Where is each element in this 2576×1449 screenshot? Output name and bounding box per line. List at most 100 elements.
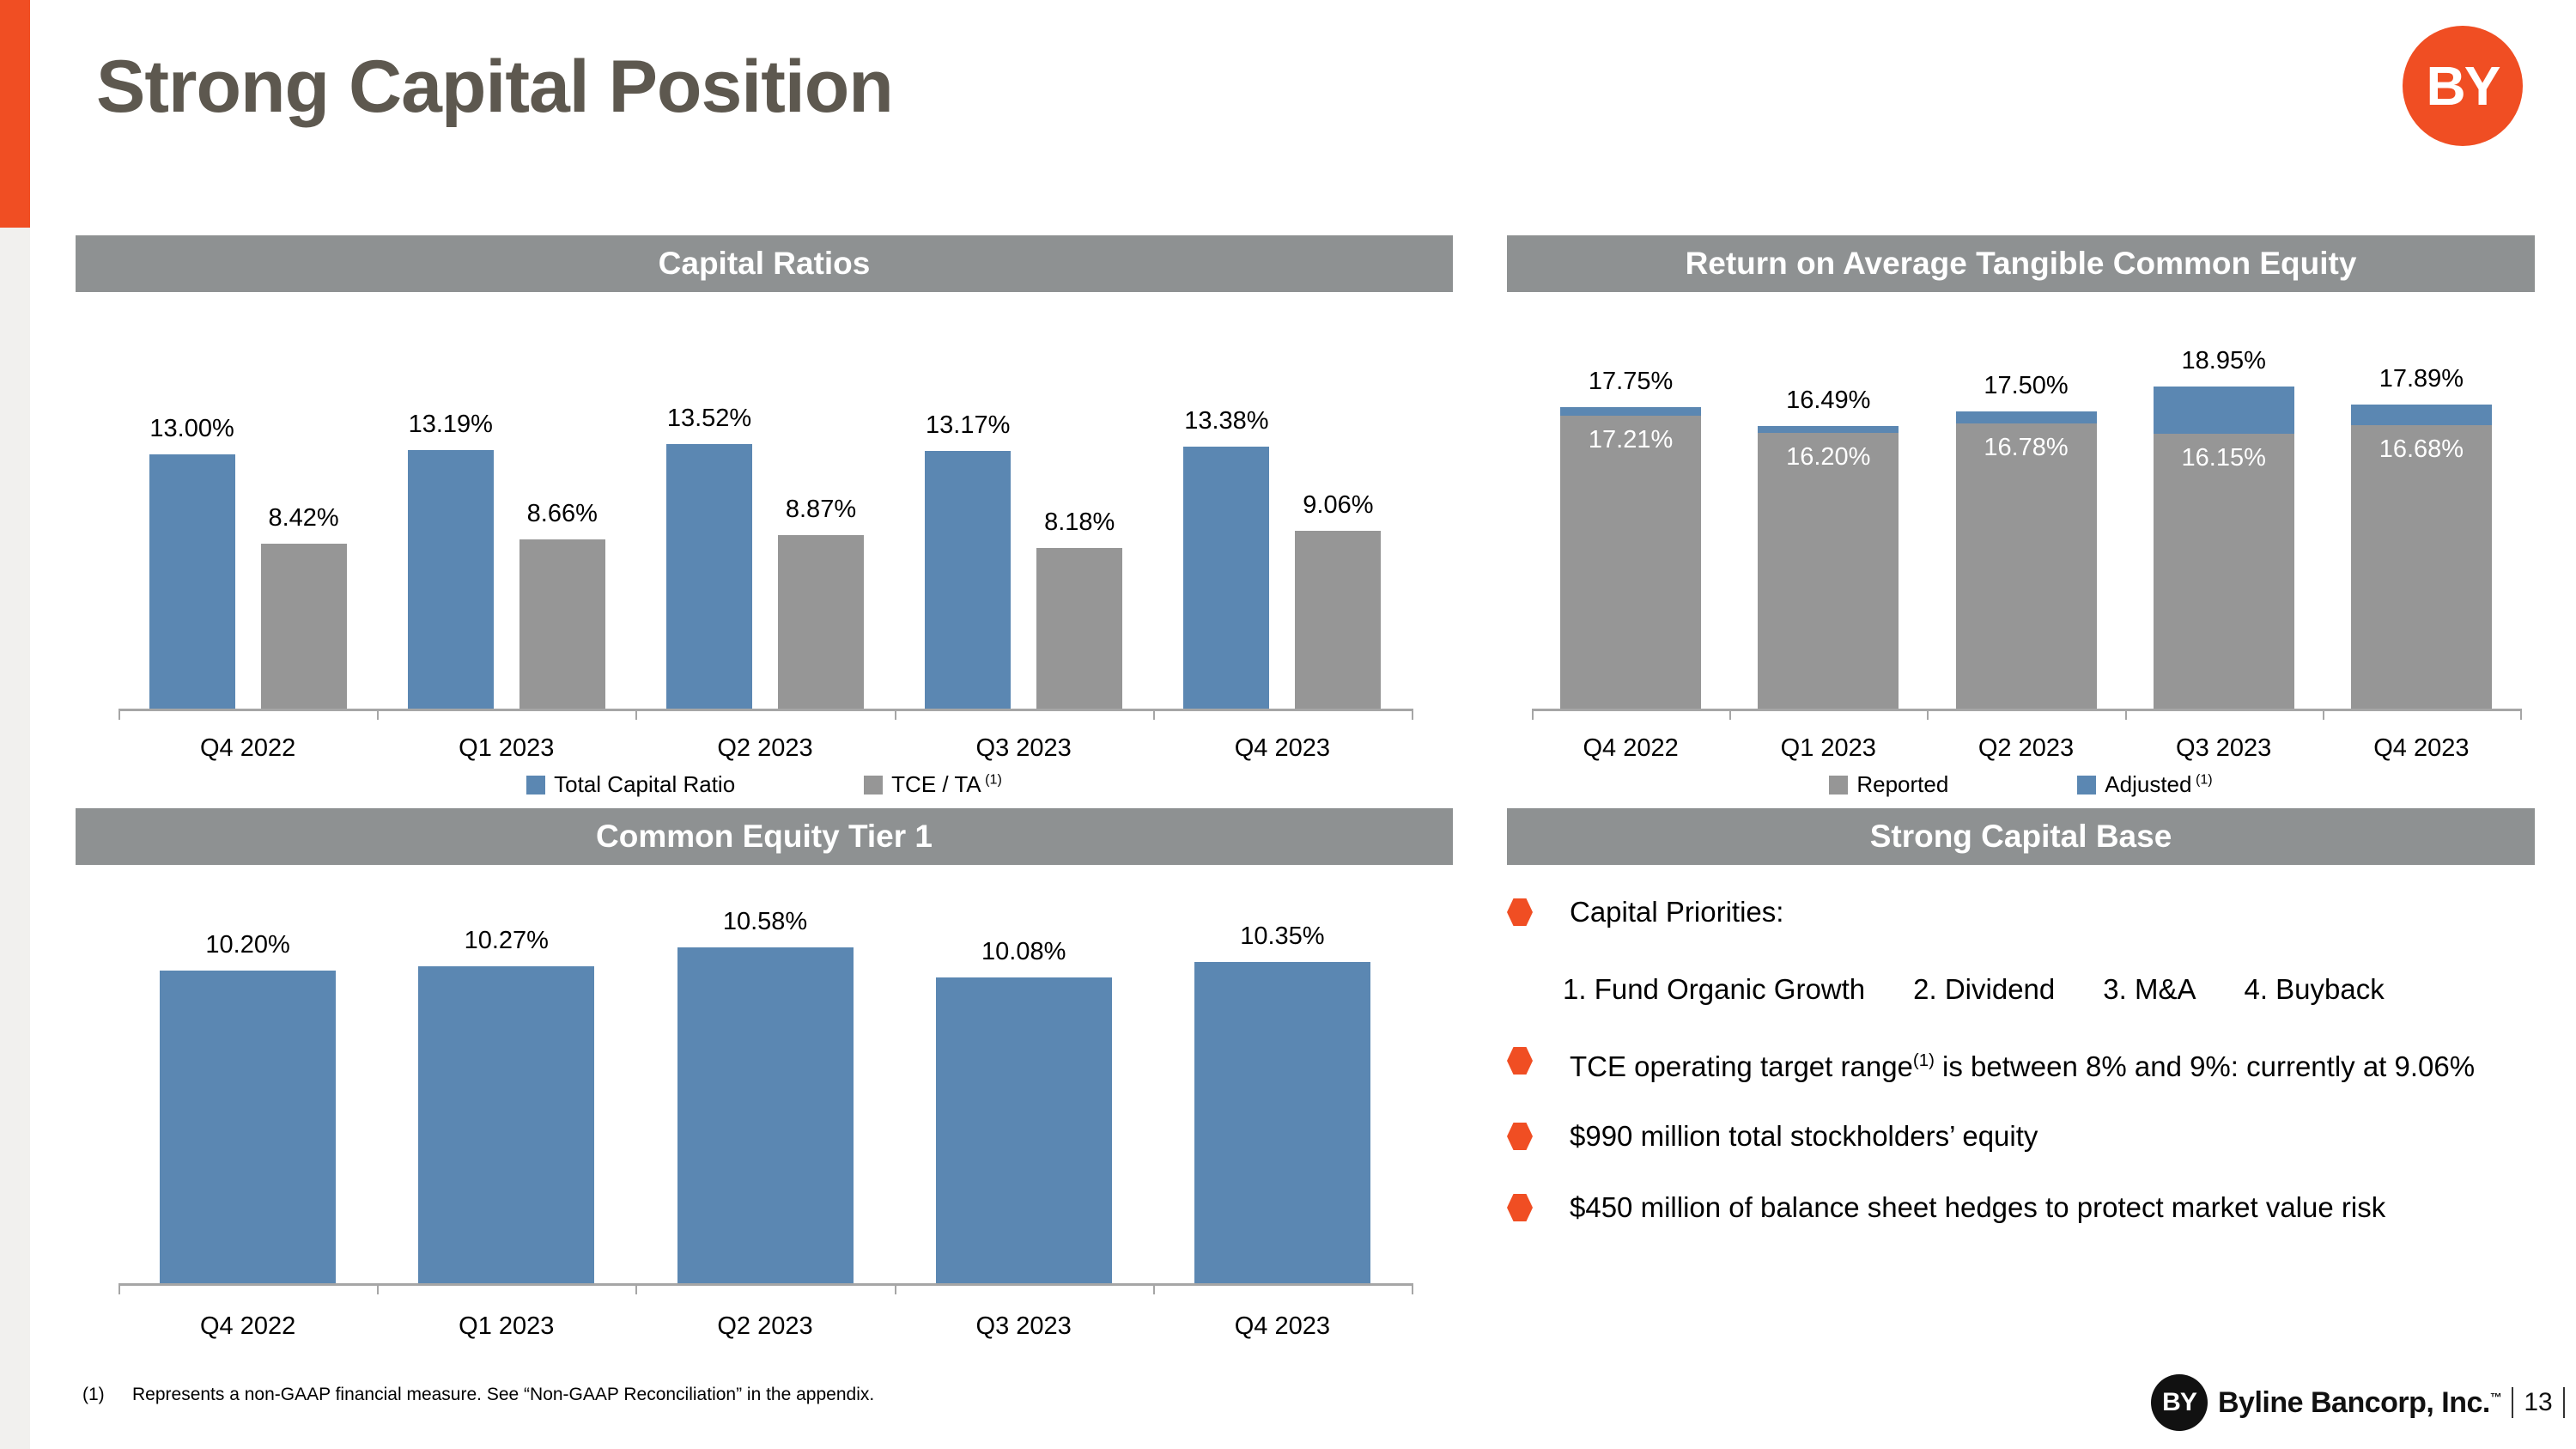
x-axis-label: Q1 2023 xyxy=(459,1312,555,1340)
axis-tick xyxy=(1729,711,1732,720)
x-axis-label: Q4 2022 xyxy=(199,734,296,762)
axis-tick xyxy=(894,711,896,720)
bar-adjusted-q4-2022 xyxy=(1560,406,1702,417)
panel-header-roatce: Return on Average Tangible Common Equity xyxy=(1507,235,2535,292)
value-label-inside: 16.68% xyxy=(2379,435,2464,463)
legend-item-reported: Reported xyxy=(1829,771,1948,798)
legend: Total Capital Ratio TCE / TA (1) xyxy=(76,771,1453,798)
legend: Reported Adjusted (1) xyxy=(1507,771,2535,798)
bullet-stockholders-equity: $990 million total stockholders’ equity xyxy=(1507,1117,2535,1155)
priority-item: 3. M&A xyxy=(2103,973,2196,1005)
bar-total-capital-ratio-q4-2023 xyxy=(1183,446,1270,709)
value-label: 17.50% xyxy=(1984,371,2069,399)
bar-tce-ta-q4-2023 xyxy=(1295,531,1382,709)
bar-tce-ta-q4-2022 xyxy=(260,544,347,709)
value-label: 8.18% xyxy=(1044,508,1115,537)
x-axis-label: Q2 2023 xyxy=(717,1312,813,1340)
bar-tce-ta-q3-2023 xyxy=(1036,548,1123,709)
value-label: 10.35% xyxy=(1240,922,1325,950)
x-axis xyxy=(1532,709,2522,711)
x-axis-label: Q4 2023 xyxy=(1234,734,1331,762)
panel-header-capital-ratios: Capital Ratios xyxy=(76,235,1453,292)
bar-adjusted-q3-2023 xyxy=(2153,386,2294,435)
bar-reported-q1-2023 xyxy=(1758,433,1899,709)
hexagon-bullet-icon xyxy=(1507,1194,1533,1221)
panel-title: Common Equity Tier 1 xyxy=(596,819,933,854)
bullet-text: $450 million of balance sheet hedges to … xyxy=(1570,1191,2386,1223)
value-label: 18.95% xyxy=(2181,346,2266,374)
value-label: 17.75% xyxy=(1588,367,1674,395)
legend-item-tce-ta: TCE / TA (1) xyxy=(864,771,1002,798)
panel-header-strong-capital-base: Strong Capital Base xyxy=(1507,808,2535,865)
value-label: 8.42% xyxy=(268,504,339,533)
bar-tce-ta-q1-2023 xyxy=(519,539,605,709)
bar-total-capital-ratio-q2-2023 xyxy=(666,443,752,709)
bar-adjusted-q2-2023 xyxy=(1955,411,2097,423)
x-axis-label: Q1 2023 xyxy=(1780,734,1876,762)
chart-roatce: Q4 2022 17.75% 17.21% Q1 2023 16.49% 16.20% Q2… xyxy=(1507,292,2535,807)
value-label: 10.58% xyxy=(722,908,808,936)
bar-reported-q4-2022 xyxy=(1560,416,1702,709)
left-accent-bar xyxy=(0,0,30,228)
value-label: 13.17% xyxy=(926,411,1011,439)
footnote-marker: (1) xyxy=(82,1385,105,1404)
x-axis-label: Q2 2023 xyxy=(1978,734,2075,762)
trademark-symbol: ™ xyxy=(2489,1390,2502,1404)
panel-header-cet1: Common Equity Tier 1 xyxy=(76,808,1453,865)
hexagon-bullet-icon xyxy=(1507,1123,1533,1150)
footer-company-name: Byline Bancorp, Inc.™ xyxy=(2218,1385,2502,1419)
panel-title: Return on Average Tangible Common Equity xyxy=(1685,246,2357,281)
legend-swatch-blue xyxy=(526,775,546,795)
x-axis-label: Q3 2023 xyxy=(975,734,1072,762)
value-label-inside: 16.15% xyxy=(2181,444,2266,472)
value-label-inside: 16.20% xyxy=(1786,443,1871,472)
bullet-text: Capital Priorities: xyxy=(1570,896,1784,928)
legend-item-total-capital-ratio: Total Capital Ratio xyxy=(526,771,735,798)
bar-reported-q3-2023 xyxy=(2153,434,2294,709)
bullet-balance-sheet-hedges: $450 million of balance sheet hedges to … xyxy=(1507,1189,2535,1227)
bullet-text: $990 million total stockholders’ equity xyxy=(1570,1120,2038,1152)
page-number: 13 xyxy=(2524,1388,2553,1416)
footnote: (1) Represents a non-GAAP financial measu… xyxy=(82,1385,874,1405)
byline-footer-logo: BY xyxy=(2151,1374,2208,1431)
x-axis-label: Q4 2022 xyxy=(1583,734,1679,762)
axis-tick xyxy=(1532,711,1534,720)
bullet-capital-priorities: Capital Priorities: xyxy=(1507,893,2535,931)
footer-divider xyxy=(2512,1387,2514,1418)
x-axis-label: Q4 2022 xyxy=(199,1312,296,1340)
bar-total-capital-ratio-q3-2023 xyxy=(925,450,1012,709)
hexagon-bullet-icon xyxy=(1507,1047,1533,1075)
value-label: 13.19% xyxy=(408,411,493,439)
bar-tce-ta-q2-2023 xyxy=(778,534,864,709)
axis-tick xyxy=(377,711,380,720)
axis-tick xyxy=(2322,711,2324,720)
value-label: 10.08% xyxy=(981,938,1066,966)
priority-item: 4. Buyback xyxy=(2244,973,2385,1005)
hexagon-bullet-icon xyxy=(1507,898,1533,926)
byline-logo-monogram: BY xyxy=(2426,55,2501,117)
value-label: 13.00% xyxy=(149,414,234,442)
bar-reported-q4-2023 xyxy=(2350,424,2492,709)
bar-adjusted-q1-2023 xyxy=(1758,426,1899,434)
panel-title: Capital Ratios xyxy=(658,246,871,281)
value-label: 10.27% xyxy=(464,927,549,955)
chart-capital-ratios: Q4 2022 13.00% 8.42% Q1 2023 13.19% 8.66% Q2 2… xyxy=(76,292,1453,807)
axis-tick xyxy=(1927,711,1929,720)
legend-label: Total Capital Ratio xyxy=(554,771,736,797)
panel-title: Strong Capital Base xyxy=(1869,819,2172,854)
value-label: 17.89% xyxy=(2379,364,2464,393)
x-axis-label: Q4 2023 xyxy=(1234,1312,1331,1340)
bar-total-capital-ratio-q1-2023 xyxy=(407,450,494,709)
footer-divider xyxy=(2562,1387,2565,1418)
axis-tick xyxy=(635,711,638,720)
value-label: 8.66% xyxy=(526,499,598,527)
strong-capital-base-content: Capital Priorities: 1. Fund Organic Grow… xyxy=(1507,865,2535,1380)
bar-q1-2023 xyxy=(418,966,595,1283)
x-axis-label: Q2 2023 xyxy=(717,734,813,762)
footnote-ref: (1) xyxy=(981,771,1002,788)
axis-tick xyxy=(1152,711,1155,720)
bar-total-capital-ratio-q4-2022 xyxy=(149,454,235,709)
axis-tick xyxy=(377,1286,380,1294)
priority-item: 1. Fund Organic Growth xyxy=(1563,973,1866,1005)
